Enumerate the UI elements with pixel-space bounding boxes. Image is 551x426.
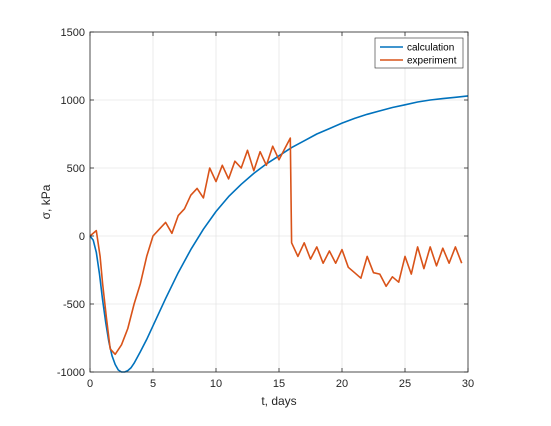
x-tick-label: 10 [210,378,222,390]
x-tick-label: 20 [336,378,348,390]
legend-label-experiment: experiment [407,56,457,67]
y-tick-label: 1500 [61,27,85,39]
axis-ticks [89,31,469,373]
legend-box [374,37,464,69]
x-axis-label: t, days [261,394,296,408]
x-tick-label: 30 [462,378,474,390]
y-axis-label: σ, kPa [39,184,53,219]
y-tick-label: -1000 [57,367,85,379]
series-line-calculation [89,95,469,373]
x-tick-label: 0 [87,378,93,390]
y-tick-label: 1000 [61,95,85,107]
x-tick-label: 25 [399,378,411,390]
y-tick-label: 0 [79,231,85,243]
legend-label-calculation: calculation [407,43,454,54]
y-tick-label: -500 [63,299,85,311]
x-tick-label: 15 [273,378,285,390]
legend: calculation experiment [374,37,464,69]
y-tick-label: 500 [67,163,85,175]
tick-labels: 0 5 10 15 20 25 30 -1000 -500 0 500 1000 1500 [57,27,474,390]
x-tick-label: 5 [150,378,156,390]
series-line-experiment [89,137,463,356]
series-lines [89,95,469,373]
